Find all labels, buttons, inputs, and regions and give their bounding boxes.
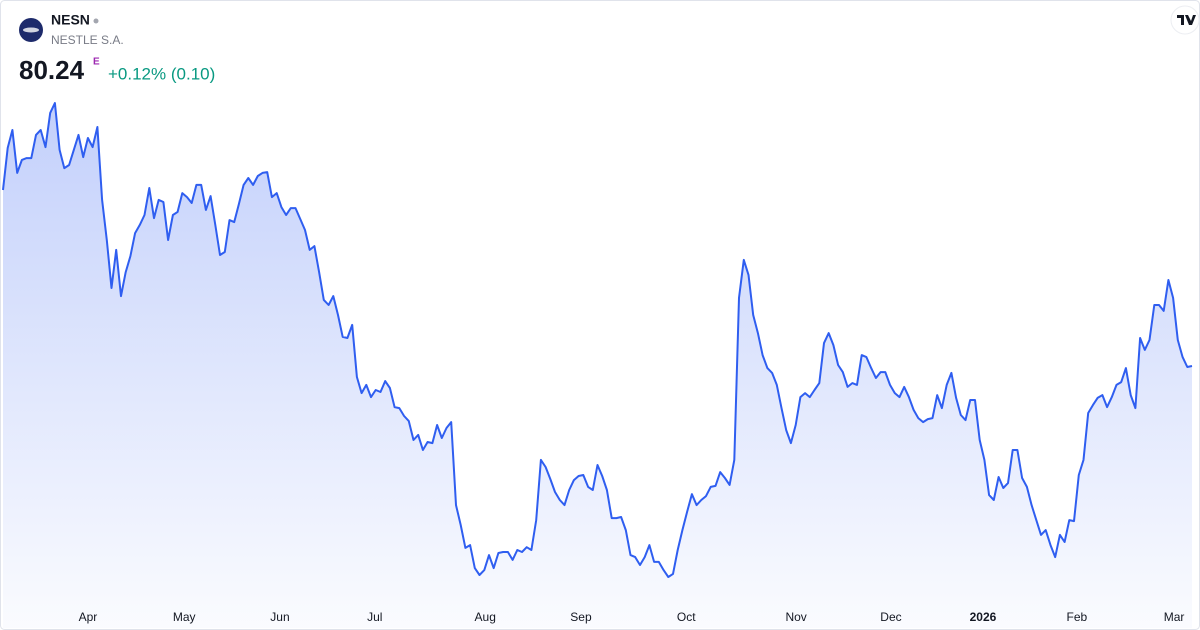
area-fill bbox=[3, 103, 1192, 628]
status-dot bbox=[93, 18, 99, 24]
price-badge: E bbox=[93, 57, 100, 68]
x-tick-label: Feb bbox=[1067, 610, 1088, 624]
price-change: +0.12% (0.10) bbox=[108, 64, 215, 83]
x-tick-label: Jul bbox=[367, 610, 382, 624]
x-tick-label: Nov bbox=[785, 610, 806, 624]
x-tick-label: 2026 bbox=[970, 610, 997, 624]
x-tick-label: Jun bbox=[270, 610, 289, 624]
x-tick-label: Oct bbox=[677, 610, 696, 624]
x-tick-label: May bbox=[173, 610, 196, 624]
x-tick-label: Dec bbox=[880, 610, 901, 624]
logo-mark bbox=[23, 27, 39, 33]
symbol: NESN bbox=[51, 12, 90, 28]
tv-logo[interactable] bbox=[1170, 5, 1200, 35]
price: 80.24 bbox=[19, 55, 85, 85]
x-tick-label: Mar bbox=[1164, 610, 1185, 624]
x-tick-label: Sep bbox=[570, 610, 592, 624]
company-name: NESTLE S.A. bbox=[51, 33, 124, 47]
price-line bbox=[2, 102, 1193, 578]
x-tick-label: Apr bbox=[79, 610, 98, 624]
x-tick-label: Aug bbox=[475, 610, 496, 624]
